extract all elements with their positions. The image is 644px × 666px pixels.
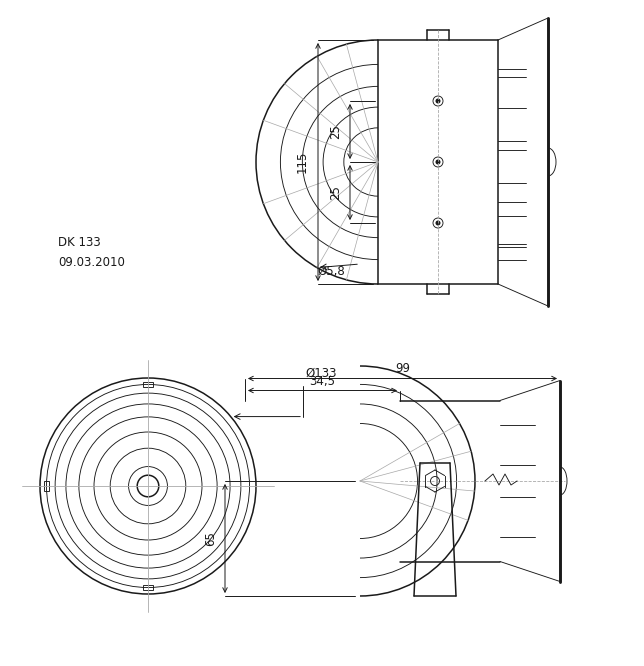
- Circle shape: [436, 221, 440, 225]
- Text: DK 133
09.03.2010: DK 133 09.03.2010: [58, 236, 125, 269]
- Bar: [143, 382, 153, 387]
- Text: Ø5,8: Ø5,8: [317, 266, 345, 278]
- Text: 115: 115: [296, 151, 308, 173]
- Bar: [44, 481, 49, 491]
- Text: Ø133: Ø133: [305, 367, 337, 380]
- Text: 34,5: 34,5: [310, 375, 336, 388]
- Text: 99: 99: [395, 362, 410, 375]
- Circle shape: [436, 99, 440, 103]
- Circle shape: [436, 161, 440, 164]
- Text: 65: 65: [205, 531, 218, 546]
- Text: 25: 25: [330, 124, 343, 139]
- Text: 25: 25: [330, 185, 343, 200]
- Bar: [143, 585, 153, 590]
